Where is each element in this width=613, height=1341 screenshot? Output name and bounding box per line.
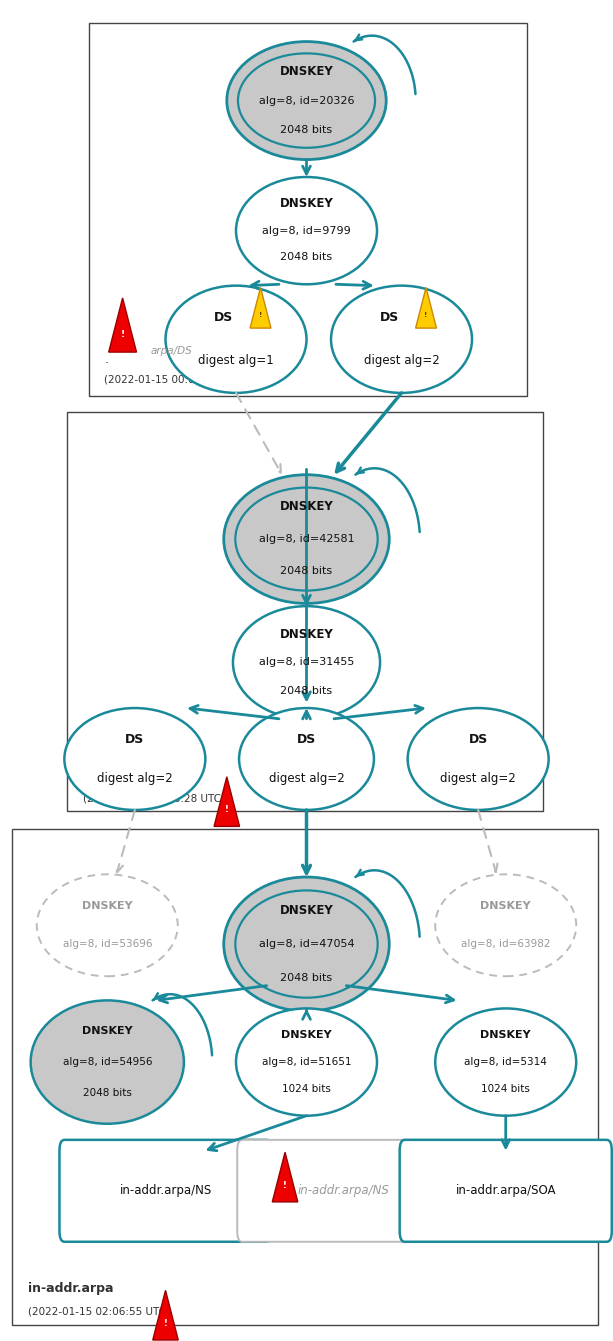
Text: DNSKEY: DNSKEY bbox=[82, 1026, 132, 1037]
Text: !: ! bbox=[225, 806, 229, 814]
Text: alg=8, id=42581: alg=8, id=42581 bbox=[259, 534, 354, 544]
Ellipse shape bbox=[331, 286, 472, 393]
Ellipse shape bbox=[233, 606, 380, 719]
Text: DNSKEY: DNSKEY bbox=[82, 901, 132, 911]
Text: in-addr.arpa/NS: in-addr.arpa/NS bbox=[297, 1184, 389, 1198]
Text: 2048 bits: 2048 bits bbox=[280, 685, 333, 696]
Text: !: ! bbox=[121, 330, 124, 339]
Polygon shape bbox=[153, 1290, 178, 1340]
Text: alg=8, id=53696: alg=8, id=53696 bbox=[63, 940, 152, 949]
Polygon shape bbox=[250, 287, 271, 329]
Text: in-addr.arpa/SOA: in-addr.arpa/SOA bbox=[455, 1184, 556, 1198]
Ellipse shape bbox=[227, 42, 386, 160]
Ellipse shape bbox=[37, 874, 178, 976]
Text: DNSKEY: DNSKEY bbox=[280, 904, 333, 917]
Polygon shape bbox=[214, 776, 240, 826]
Ellipse shape bbox=[239, 708, 374, 810]
Text: alg=8, id=9799: alg=8, id=9799 bbox=[262, 225, 351, 236]
Text: arpa: arpa bbox=[83, 768, 115, 782]
Text: DS: DS bbox=[297, 734, 316, 747]
Text: 2048 bits: 2048 bits bbox=[280, 252, 333, 263]
Ellipse shape bbox=[224, 877, 389, 1011]
Text: alg=8, id=47054: alg=8, id=47054 bbox=[259, 939, 354, 949]
Text: 2048 bits: 2048 bits bbox=[280, 566, 333, 577]
Text: DS: DS bbox=[214, 311, 234, 325]
Text: alg=8, id=51651: alg=8, id=51651 bbox=[262, 1057, 351, 1067]
Ellipse shape bbox=[435, 874, 576, 976]
Text: digest alg=1: digest alg=1 bbox=[198, 354, 274, 367]
Text: alg=8, id=5314: alg=8, id=5314 bbox=[464, 1057, 547, 1067]
Text: .: . bbox=[104, 353, 109, 366]
Text: 2048 bits: 2048 bits bbox=[83, 1088, 132, 1098]
Text: (2022-01-15 02:06:28 UTC): (2022-01-15 02:06:28 UTC) bbox=[83, 794, 225, 803]
Text: 1024 bits: 1024 bits bbox=[481, 1084, 530, 1094]
Ellipse shape bbox=[31, 1000, 184, 1124]
Ellipse shape bbox=[408, 708, 549, 810]
Text: 2048 bits: 2048 bits bbox=[280, 972, 333, 983]
Text: !: ! bbox=[164, 1320, 167, 1328]
Text: DNSKEY: DNSKEY bbox=[280, 64, 333, 78]
FancyBboxPatch shape bbox=[237, 1140, 449, 1242]
Ellipse shape bbox=[166, 286, 306, 393]
Text: 2048 bits: 2048 bits bbox=[280, 125, 333, 135]
Polygon shape bbox=[109, 298, 137, 353]
Text: arpa/DS: arpa/DS bbox=[150, 346, 192, 357]
Text: DNSKEY: DNSKEY bbox=[481, 1030, 531, 1041]
FancyBboxPatch shape bbox=[59, 1140, 272, 1242]
Bar bbox=[89, 23, 527, 396]
Ellipse shape bbox=[236, 1008, 377, 1116]
Text: alg=8, id=31455: alg=8, id=31455 bbox=[259, 657, 354, 668]
Polygon shape bbox=[272, 1152, 298, 1202]
Bar bbox=[67, 412, 543, 811]
Bar bbox=[12, 829, 598, 1325]
Ellipse shape bbox=[224, 475, 389, 603]
Text: !: ! bbox=[259, 311, 262, 318]
Text: digest alg=2: digest alg=2 bbox=[364, 354, 440, 367]
Ellipse shape bbox=[236, 177, 377, 284]
Text: in-addr.arpa: in-addr.arpa bbox=[28, 1282, 113, 1295]
Text: DS: DS bbox=[379, 311, 399, 325]
Text: alg=8, id=63982: alg=8, id=63982 bbox=[461, 940, 550, 949]
Text: in-addr.arpa/NS: in-addr.arpa/NS bbox=[120, 1184, 211, 1198]
Text: (2022-01-15 00:02:39 UTC): (2022-01-15 00:02:39 UTC) bbox=[104, 375, 246, 385]
Polygon shape bbox=[416, 287, 436, 329]
Text: (2022-01-15 02:06:55 UTC): (2022-01-15 02:06:55 UTC) bbox=[28, 1307, 170, 1317]
Ellipse shape bbox=[64, 708, 205, 810]
Text: DNSKEY: DNSKEY bbox=[481, 901, 531, 911]
FancyBboxPatch shape bbox=[400, 1140, 612, 1242]
Text: digest alg=2: digest alg=2 bbox=[97, 771, 173, 784]
Text: 1024 bits: 1024 bits bbox=[282, 1084, 331, 1094]
Text: digest alg=2: digest alg=2 bbox=[440, 771, 516, 784]
Text: !: ! bbox=[283, 1181, 287, 1189]
Text: DNSKEY: DNSKEY bbox=[280, 197, 333, 211]
Text: alg=8, id=20326: alg=8, id=20326 bbox=[259, 95, 354, 106]
Text: DNSKEY: DNSKEY bbox=[280, 628, 333, 641]
Text: DS: DS bbox=[125, 734, 145, 747]
Text: DNSKEY: DNSKEY bbox=[281, 1030, 332, 1041]
Text: alg=8, id=54956: alg=8, id=54956 bbox=[63, 1057, 152, 1067]
Ellipse shape bbox=[435, 1008, 576, 1116]
Text: DNSKEY: DNSKEY bbox=[280, 500, 333, 514]
Text: digest alg=2: digest alg=2 bbox=[268, 771, 345, 784]
Text: !: ! bbox=[424, 311, 428, 318]
Text: DS: DS bbox=[468, 734, 488, 747]
